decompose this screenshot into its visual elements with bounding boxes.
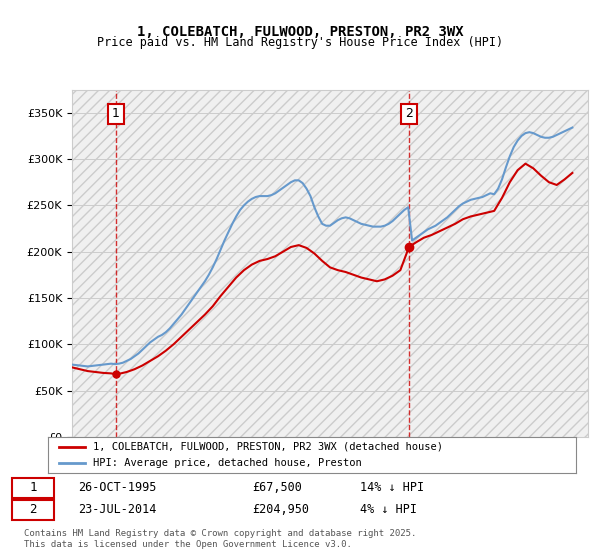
Text: £204,950: £204,950 — [252, 503, 309, 516]
Text: £67,500: £67,500 — [252, 481, 302, 494]
FancyBboxPatch shape — [12, 478, 54, 498]
Text: 1, COLEBATCH, FULWOOD, PRESTON, PR2 3WX (detached house): 1, COLEBATCH, FULWOOD, PRESTON, PR2 3WX … — [93, 442, 443, 452]
Text: 23-JUL-2014: 23-JUL-2014 — [78, 503, 157, 516]
Text: 2: 2 — [29, 503, 37, 516]
Text: 1, COLEBATCH, FULWOOD, PRESTON, PR2 3WX: 1, COLEBATCH, FULWOOD, PRESTON, PR2 3WX — [137, 25, 463, 39]
Text: 14% ↓ HPI: 14% ↓ HPI — [360, 481, 424, 494]
Text: 1: 1 — [112, 108, 120, 120]
FancyBboxPatch shape — [12, 500, 54, 520]
Text: 26-OCT-1995: 26-OCT-1995 — [78, 481, 157, 494]
Text: Contains HM Land Registry data © Crown copyright and database right 2025.
This d: Contains HM Land Registry data © Crown c… — [24, 529, 416, 549]
Text: 1: 1 — [29, 481, 37, 494]
Text: 2: 2 — [405, 108, 413, 120]
Text: Price paid vs. HM Land Registry's House Price Index (HPI): Price paid vs. HM Land Registry's House … — [97, 36, 503, 49]
Text: HPI: Average price, detached house, Preston: HPI: Average price, detached house, Pres… — [93, 458, 362, 468]
Text: 4% ↓ HPI: 4% ↓ HPI — [360, 503, 417, 516]
